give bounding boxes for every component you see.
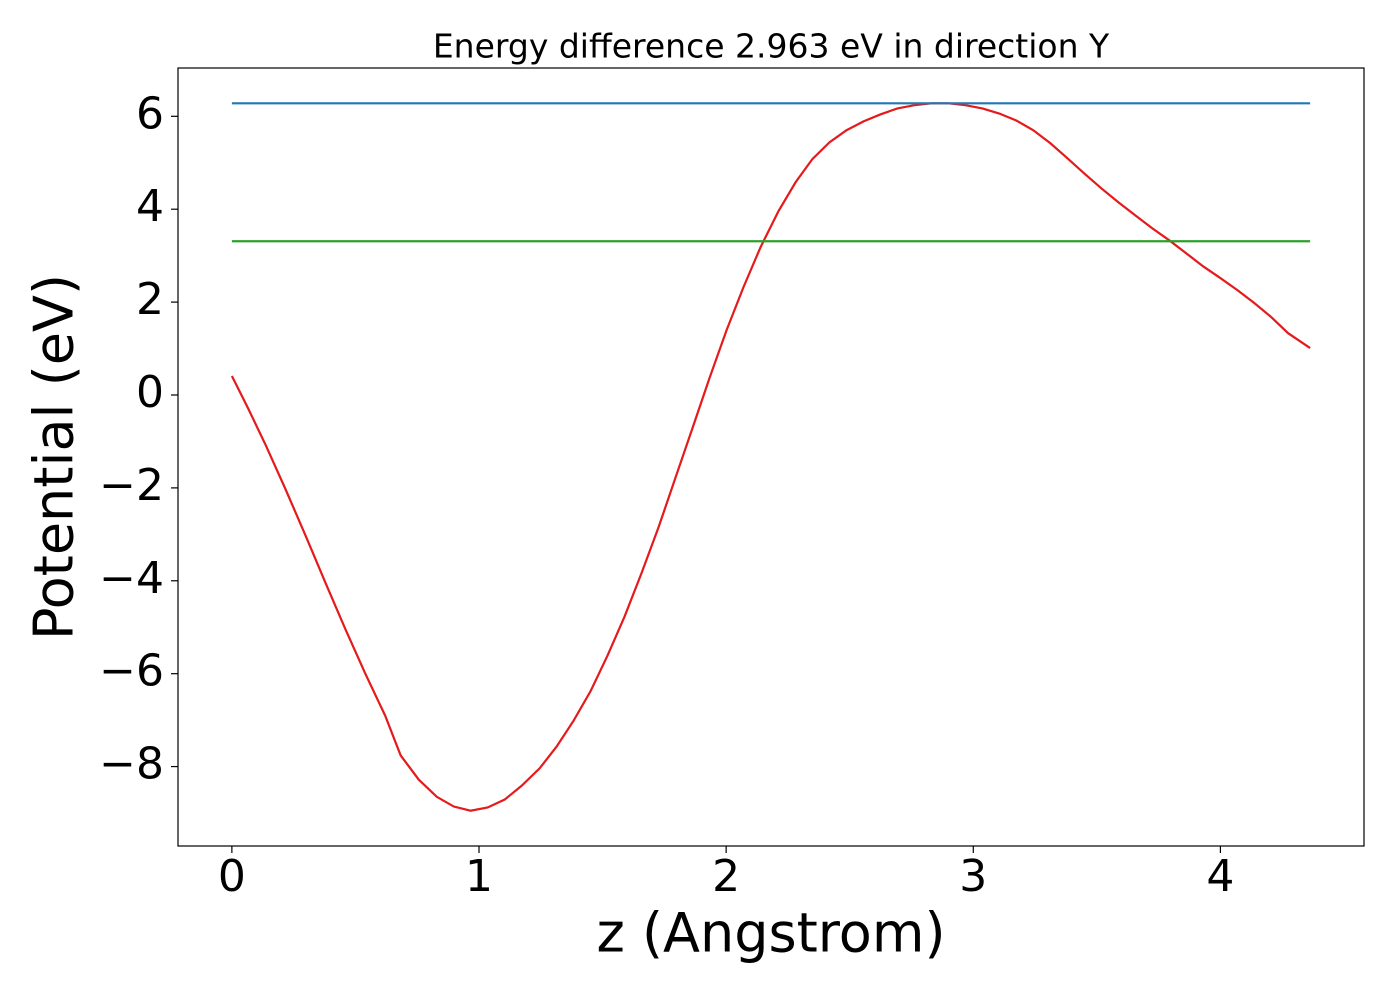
y-tick-label: −2 <box>99 460 164 511</box>
y-tick-label: 0 <box>136 367 164 418</box>
x-tick-label: 4 <box>1206 851 1234 902</box>
x-tick-label: 2 <box>712 851 740 902</box>
plot-frame <box>177 67 1365 847</box>
y-axis-label: Potential (eV) <box>23 274 86 640</box>
y-tick-label: −4 <box>99 553 164 604</box>
y-tick-label: −6 <box>99 646 164 697</box>
x-axis-label: z (Angstrom) <box>596 902 945 965</box>
data-line <box>230 102 1311 812</box>
x-tick-label: 1 <box>465 851 493 902</box>
y-tick-label: 2 <box>136 274 164 325</box>
y-tick-label: 4 <box>136 181 164 232</box>
x-tick-label: 0 <box>218 851 246 902</box>
y-tick-label: 6 <box>136 88 164 139</box>
x-tick-label: 3 <box>959 851 987 902</box>
y-tick-label: −8 <box>99 739 164 790</box>
chart-title: Energy difference 2.963 eV in direction … <box>433 27 1110 66</box>
